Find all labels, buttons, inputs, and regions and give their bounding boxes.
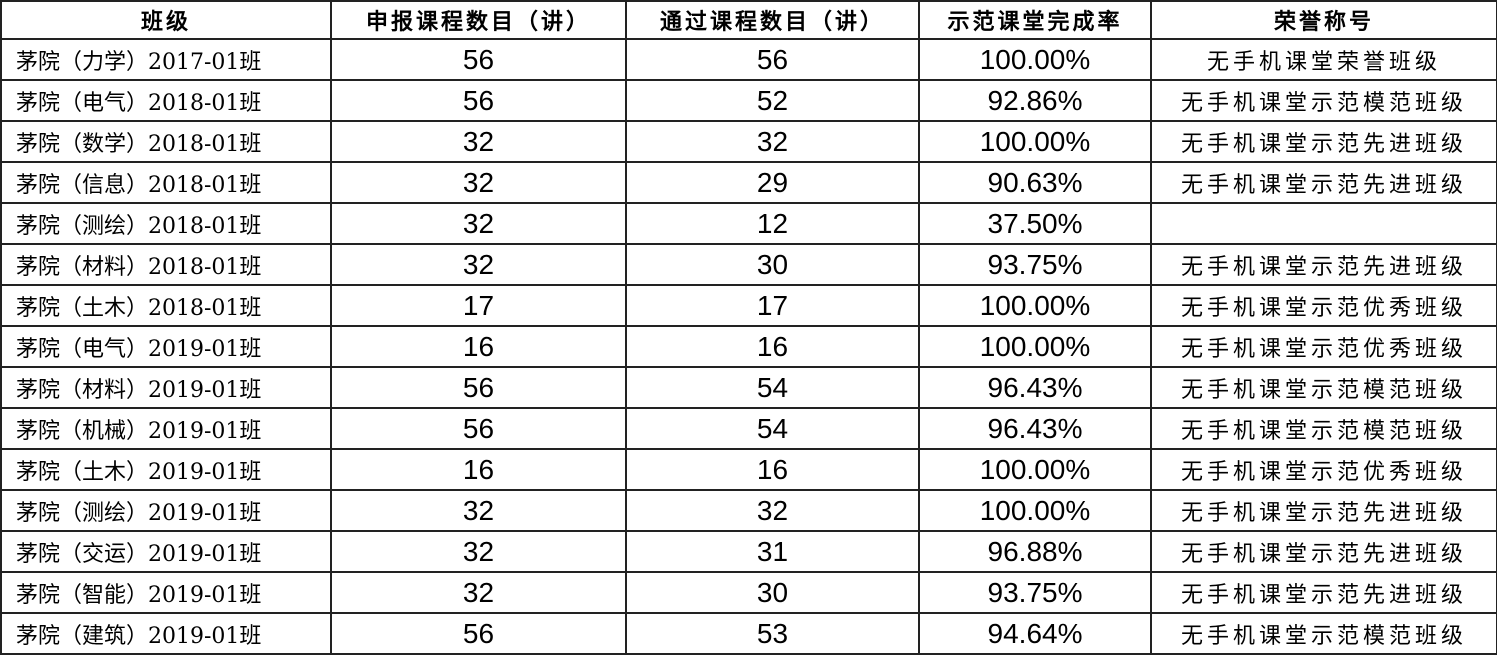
table-row: 茅院（智能）2019-01班 32 30 93.75% 无手机课堂示范先进班级 [0, 571, 1497, 614]
class-cell: 茅院（力学）2017-01班 [0, 38, 332, 81]
honor-title-cell: 无手机课堂示范优秀班级 [1150, 448, 1497, 491]
class-cell: 茅院（测绘）2019-01班 [0, 489, 332, 532]
honor-title-cell: 无手机课堂示范模范班级 [1150, 612, 1497, 655]
declared-courses-cell: 16 [330, 448, 627, 491]
completion-rate-cell: 100.00% [918, 284, 1152, 327]
passed-courses-cell: 54 [625, 407, 920, 450]
honor-title-cell: 无手机课堂示范先进班级 [1150, 489, 1497, 532]
completion-rate-cell: 96.43% [918, 407, 1152, 450]
header-completion-rate: 示范课堂完成率 [918, 0, 1152, 40]
declared-courses-cell: 16 [330, 325, 627, 368]
declared-courses-cell: 17 [330, 284, 627, 327]
honor-title-cell: 无手机课堂示范先进班级 [1150, 161, 1497, 204]
class-cell: 茅院（材料）2019-01班 [0, 366, 332, 409]
table-row: 茅院（土木）2019-01班 16 16 100.00% 无手机课堂示范优秀班级 [0, 448, 1497, 491]
class-cell: 茅院（数学）2018-01班 [0, 120, 332, 163]
completion-rate-cell: 100.00% [918, 489, 1152, 532]
passed-courses-cell: 52 [625, 79, 920, 122]
table-row: 茅院（力学）2017-01班 56 56 100.00% 无手机课堂荣誉班级 [0, 38, 1497, 81]
honor-title-cell: 无手机课堂示范模范班级 [1150, 79, 1497, 122]
class-cell: 茅院（材料）2018-01班 [0, 243, 332, 286]
table-row: 茅院（测绘）2018-01班 32 12 37.50% [0, 202, 1497, 245]
declared-courses-cell: 56 [330, 612, 627, 655]
class-cell: 茅院（机械）2019-01班 [0, 407, 332, 450]
class-cell: 茅院（土木）2019-01班 [0, 448, 332, 491]
table-row: 茅院（信息）2018-01班 32 29 90.63% 无手机课堂示范先进班级 [0, 161, 1497, 204]
declared-courses-cell: 32 [330, 202, 627, 245]
honor-title-cell: 无手机课堂示范先进班级 [1150, 571, 1497, 614]
honor-title-cell: 无手机课堂示范先进班级 [1150, 530, 1497, 573]
honor-title-cell: 无手机课堂示范模范班级 [1150, 366, 1497, 409]
class-cell: 茅院（智能）2019-01班 [0, 571, 332, 614]
class-cell: 茅院（电气）2018-01班 [0, 79, 332, 122]
honor-title-cell: 无手机课堂示范优秀班级 [1150, 284, 1497, 327]
completion-rate-cell: 94.64% [918, 612, 1152, 655]
header-declared-courses: 申报课程数目（讲） [330, 0, 627, 40]
passed-courses-cell: 56 [625, 38, 920, 81]
class-cell: 茅院（建筑）2019-01班 [0, 612, 332, 655]
table-row: 茅院（土木）2018-01班 17 17 100.00% 无手机课堂示范优秀班级 [0, 284, 1497, 327]
honor-title-cell: 无手机课堂示范先进班级 [1150, 120, 1497, 163]
table-row: 茅院（电气）2019-01班 16 16 100.00% 无手机课堂示范优秀班级 [0, 325, 1497, 368]
class-cell: 茅院（电气）2019-01班 [0, 325, 332, 368]
table-row: 茅院（测绘）2019-01班 32 32 100.00% 无手机课堂示范先进班级 [0, 489, 1497, 532]
header-passed-courses: 通过课程数目（讲） [625, 0, 920, 40]
honor-title-cell: 无手机课堂示范先进班级 [1150, 243, 1497, 286]
declared-courses-cell: 56 [330, 79, 627, 122]
header-row: 班级 申报课程数目（讲） 通过课程数目（讲） 示范课堂完成率 荣誉称号 [0, 0, 1497, 40]
passed-courses-cell: 16 [625, 448, 920, 491]
header-class: 班级 [0, 0, 332, 40]
honor-title-cell: 无手机课堂示范模范班级 [1150, 407, 1497, 450]
passed-courses-cell: 30 [625, 571, 920, 614]
declared-courses-cell: 32 [330, 489, 627, 532]
passed-courses-cell: 16 [625, 325, 920, 368]
declared-courses-cell: 32 [330, 161, 627, 204]
declared-courses-cell: 32 [330, 530, 627, 573]
completion-rate-cell: 96.88% [918, 530, 1152, 573]
table-row: 茅院（交运）2019-01班 32 31 96.88% 无手机课堂示范先进班级 [0, 530, 1497, 573]
header-honor-title: 荣誉称号 [1150, 0, 1497, 40]
table-row: 茅院（电气）2018-01班 56 52 92.86% 无手机课堂示范模范班级 [0, 79, 1497, 122]
completion-rate-cell: 90.63% [918, 161, 1152, 204]
declared-courses-cell: 32 [330, 120, 627, 163]
completion-rate-cell: 100.00% [918, 325, 1152, 368]
passed-courses-cell: 30 [625, 243, 920, 286]
completion-rate-cell: 100.00% [918, 38, 1152, 81]
class-cell: 茅院（测绘）2018-01班 [0, 202, 332, 245]
passed-courses-cell: 29 [625, 161, 920, 204]
completion-rate-cell: 37.50% [918, 202, 1152, 245]
declared-courses-cell: 56 [330, 407, 627, 450]
table-row: 茅院（材料）2018-01班 32 30 93.75% 无手机课堂示范先进班级 [0, 243, 1497, 286]
honor-title-cell: 无手机课堂荣誉班级 [1150, 38, 1497, 81]
completion-rate-cell: 92.86% [918, 79, 1152, 122]
class-cell: 茅院（交运）2019-01班 [0, 530, 332, 573]
class-cell: 茅院（信息）2018-01班 [0, 161, 332, 204]
passed-courses-cell: 32 [625, 489, 920, 532]
table-row: 茅院（材料）2019-01班 56 54 96.43% 无手机课堂示范模范班级 [0, 366, 1497, 409]
class-cell: 茅院（土木）2018-01班 [0, 284, 332, 327]
honor-title-cell [1150, 202, 1497, 245]
completion-rate-cell: 96.43% [918, 366, 1152, 409]
declared-courses-cell: 56 [330, 366, 627, 409]
completion-rate-cell: 93.75% [918, 571, 1152, 614]
table-row: 茅院（机械）2019-01班 56 54 96.43% 无手机课堂示范模范班级 [0, 407, 1497, 450]
table-row: 茅院（建筑）2019-01班 56 53 94.64% 无手机课堂示范模范班级 [0, 612, 1497, 655]
declared-courses-cell: 56 [330, 38, 627, 81]
honor-title-cell: 无手机课堂示范优秀班级 [1150, 325, 1497, 368]
table-row: 茅院（数学）2018-01班 32 32 100.00% 无手机课堂示范先进班级 [0, 120, 1497, 163]
completion-rate-cell: 100.00% [918, 120, 1152, 163]
passed-courses-cell: 31 [625, 530, 920, 573]
completion-rate-cell: 100.00% [918, 448, 1152, 491]
completion-rate-cell: 93.75% [918, 243, 1152, 286]
passed-courses-cell: 32 [625, 120, 920, 163]
passed-courses-cell: 54 [625, 366, 920, 409]
declared-courses-cell: 32 [330, 571, 627, 614]
passed-courses-cell: 12 [625, 202, 920, 245]
declared-courses-cell: 32 [330, 243, 627, 286]
passed-courses-cell: 17 [625, 284, 920, 327]
passed-courses-cell: 53 [625, 612, 920, 655]
